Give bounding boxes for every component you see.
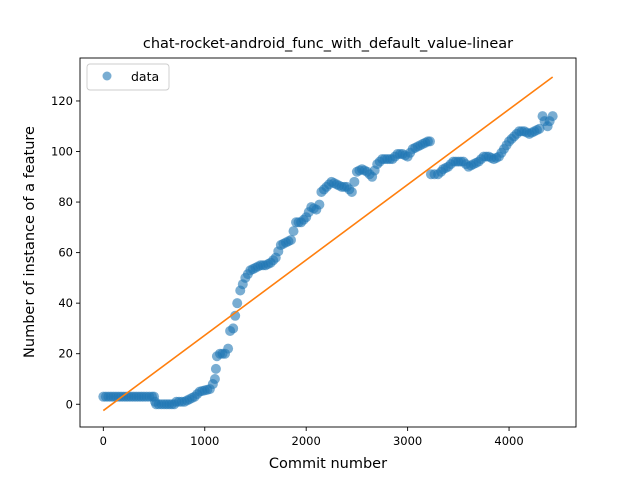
y-tick-label: 100 xyxy=(51,145,73,159)
x-tick-label: 2000 xyxy=(292,434,321,448)
data-point xyxy=(288,226,299,237)
data-point xyxy=(349,176,360,187)
data-point xyxy=(209,373,220,384)
chart-title: chat-rocket-android_func_with_default_va… xyxy=(143,36,513,52)
y-tick-label: 0 xyxy=(66,397,73,411)
legend-marker-data xyxy=(102,71,112,81)
x-tick-label: 0 xyxy=(100,434,107,448)
data-point xyxy=(228,323,239,334)
axes-frame xyxy=(79,57,577,428)
y-tick-label: 20 xyxy=(58,347,73,361)
legend-box xyxy=(86,63,170,91)
plot-area: 0 1000 2000 3000 4000 0 20 40 60 80 100 120 xyxy=(51,57,577,448)
fit-line xyxy=(102,76,554,412)
data-point xyxy=(547,111,558,122)
legend-label-data: data xyxy=(131,69,159,84)
x-tick-label: 3000 xyxy=(393,434,422,448)
data-point xyxy=(314,199,325,210)
data-point xyxy=(223,343,234,354)
x-tick-label: 4000 xyxy=(494,434,523,448)
y-axis-label: Number of instance of a feature xyxy=(22,126,38,358)
legend: data xyxy=(86,63,170,91)
data-layer xyxy=(98,76,558,412)
data-point xyxy=(232,298,243,309)
y-tick-label: 80 xyxy=(58,195,73,209)
data-point xyxy=(210,363,221,374)
data-point xyxy=(230,310,241,321)
y-axis-ticks: 0 20 40 60 80 100 120 xyxy=(51,94,80,411)
data-point xyxy=(534,123,545,134)
data-point xyxy=(424,136,435,147)
y-tick-label: 120 xyxy=(51,94,73,108)
data-point xyxy=(346,186,357,197)
x-tick-label: 1000 xyxy=(190,434,219,448)
x-axis-label: Commit number xyxy=(269,456,387,472)
y-tick-label: 40 xyxy=(58,296,73,310)
x-axis-ticks: 0 1000 2000 3000 4000 xyxy=(100,427,524,448)
data-point xyxy=(285,234,296,245)
y-tick-label: 60 xyxy=(58,246,73,260)
